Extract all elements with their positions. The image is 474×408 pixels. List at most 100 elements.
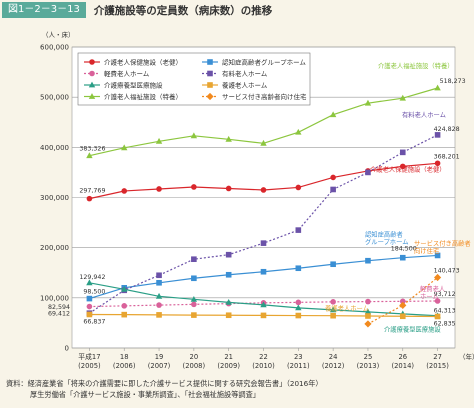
y-tick-label: 300,000 bbox=[40, 194, 69, 202]
data-point bbox=[225, 185, 232, 192]
legend-marker bbox=[88, 93, 96, 99]
data-point bbox=[399, 163, 406, 170]
y-axis-label: （人・床） bbox=[42, 30, 75, 39]
data-label: 129,942 bbox=[79, 274, 105, 281]
x-tick-label-western: (2008) bbox=[183, 362, 206, 370]
x-tick-label: 27 bbox=[433, 353, 442, 361]
figure-number: 図1－2－3－13 bbox=[2, 2, 86, 18]
data-label: 184,500 bbox=[391, 245, 417, 252]
data-point bbox=[434, 84, 441, 91]
data-point bbox=[365, 298, 371, 305]
data-point bbox=[156, 279, 162, 286]
data-point bbox=[330, 299, 336, 305]
series-inline-label: サービス付き高齢者向け住宅 bbox=[414, 239, 471, 256]
data-point bbox=[121, 144, 128, 151]
data-point bbox=[365, 169, 371, 176]
x-tick-label-western: (2011) bbox=[287, 362, 310, 370]
data-point bbox=[225, 135, 232, 142]
legend-marker bbox=[89, 70, 95, 77]
data-point bbox=[399, 313, 406, 320]
x-tick-label-western: (2009) bbox=[217, 362, 240, 370]
data-label: 297,769 bbox=[79, 188, 105, 195]
x-tick-label-western: (2015) bbox=[426, 362, 449, 370]
source-line-1: 資料：経済産業省「将来の介護需要に即した介護サービス提供に関する研究会報告書」（… bbox=[6, 379, 323, 388]
x-tick-label: 22 bbox=[259, 353, 268, 361]
series-inline-label: 認知症高齢者グループホーム bbox=[365, 229, 409, 246]
data-point bbox=[260, 312, 267, 319]
source-note: 資料：経済産業省「将来の介護需要に即した介護サービス提供に関する研究会報告書」（… bbox=[6, 378, 323, 400]
data-point bbox=[190, 132, 198, 139]
data-point bbox=[295, 184, 302, 191]
data-point bbox=[191, 256, 197, 263]
legend-label: サービス付き高齢者向け住宅 bbox=[222, 92, 307, 101]
legend-marker bbox=[206, 92, 214, 101]
data-point bbox=[260, 301, 267, 308]
legend-label: 介護老人保健施設（老健） bbox=[104, 57, 182, 66]
series-inline-label: 介護老人福祉施設（特養） bbox=[378, 61, 454, 70]
data-point bbox=[295, 227, 302, 233]
data-point bbox=[260, 268, 267, 275]
series-line bbox=[367, 277, 438, 325]
y-tick-label: 400,000 bbox=[40, 144, 69, 152]
y-tick-label: 500,000 bbox=[40, 94, 69, 102]
data-point bbox=[86, 295, 93, 302]
data-point bbox=[434, 132, 441, 138]
x-tick-label: 23 bbox=[294, 353, 303, 361]
data-point bbox=[365, 257, 371, 264]
data-point bbox=[121, 303, 128, 309]
data-point bbox=[156, 272, 162, 279]
data-point bbox=[156, 312, 162, 318]
legend-label: 介護老人福祉施設（特養） bbox=[104, 92, 182, 101]
data-point bbox=[191, 312, 197, 318]
data-point bbox=[330, 312, 336, 319]
legend-marker bbox=[207, 82, 213, 88]
data-point bbox=[86, 303, 93, 310]
data-label: 64,313 bbox=[434, 308, 456, 315]
data-point bbox=[191, 301, 197, 308]
x-unit-label: （年） bbox=[459, 352, 474, 361]
x-tick-label-western: (2006) bbox=[113, 362, 136, 370]
x-tick-label-western: (2005) bbox=[78, 362, 101, 370]
data-point bbox=[156, 186, 162, 192]
data-point bbox=[225, 298, 232, 305]
data-point bbox=[260, 139, 267, 146]
data-point bbox=[399, 254, 406, 261]
data-point bbox=[329, 306, 337, 313]
data-point bbox=[155, 137, 163, 144]
data-point bbox=[329, 111, 337, 118]
y-tick-label: 200,000 bbox=[40, 244, 69, 252]
data-label: 93,712 bbox=[434, 291, 456, 298]
legend-box bbox=[77, 52, 311, 106]
x-tick-label-western: (2007) bbox=[148, 362, 171, 370]
legend-label: 軽費老人ホーム bbox=[104, 69, 150, 78]
series-inline-label: 有料老人ホーム bbox=[402, 110, 446, 119]
data-point bbox=[86, 195, 93, 202]
data-point bbox=[434, 252, 441, 259]
data-point bbox=[121, 285, 128, 292]
legend-marker bbox=[88, 81, 96, 88]
data-point bbox=[364, 99, 372, 106]
data-point bbox=[260, 240, 267, 246]
data-point bbox=[156, 302, 162, 308]
legend-marker bbox=[207, 70, 213, 77]
legend-label: 介護療養型医療施設 bbox=[104, 80, 163, 89]
x-tick-label-western: (2013) bbox=[357, 362, 380, 370]
data-point bbox=[330, 186, 336, 193]
data-point bbox=[330, 174, 336, 181]
data-label: 368,201 bbox=[434, 153, 460, 160]
data-point bbox=[191, 184, 197, 190]
data-point bbox=[295, 128, 302, 135]
data-point bbox=[399, 301, 407, 309]
x-tick-label: 21 bbox=[224, 353, 233, 361]
data-point bbox=[121, 311, 128, 318]
legend-label: 有料老人ホーム bbox=[222, 69, 268, 78]
legend-label: 養護老人ホーム bbox=[222, 80, 268, 89]
data-point bbox=[434, 313, 441, 320]
y-tick-label: 600,000 bbox=[40, 44, 69, 52]
x-tick-label-western: (2014) bbox=[391, 362, 414, 370]
series-inline-label: 軽費老人ホーム bbox=[420, 284, 446, 301]
data-point bbox=[86, 311, 93, 318]
x-tick-label: 平成17 bbox=[78, 352, 100, 361]
y-tick-label: 100,000 bbox=[40, 294, 69, 302]
